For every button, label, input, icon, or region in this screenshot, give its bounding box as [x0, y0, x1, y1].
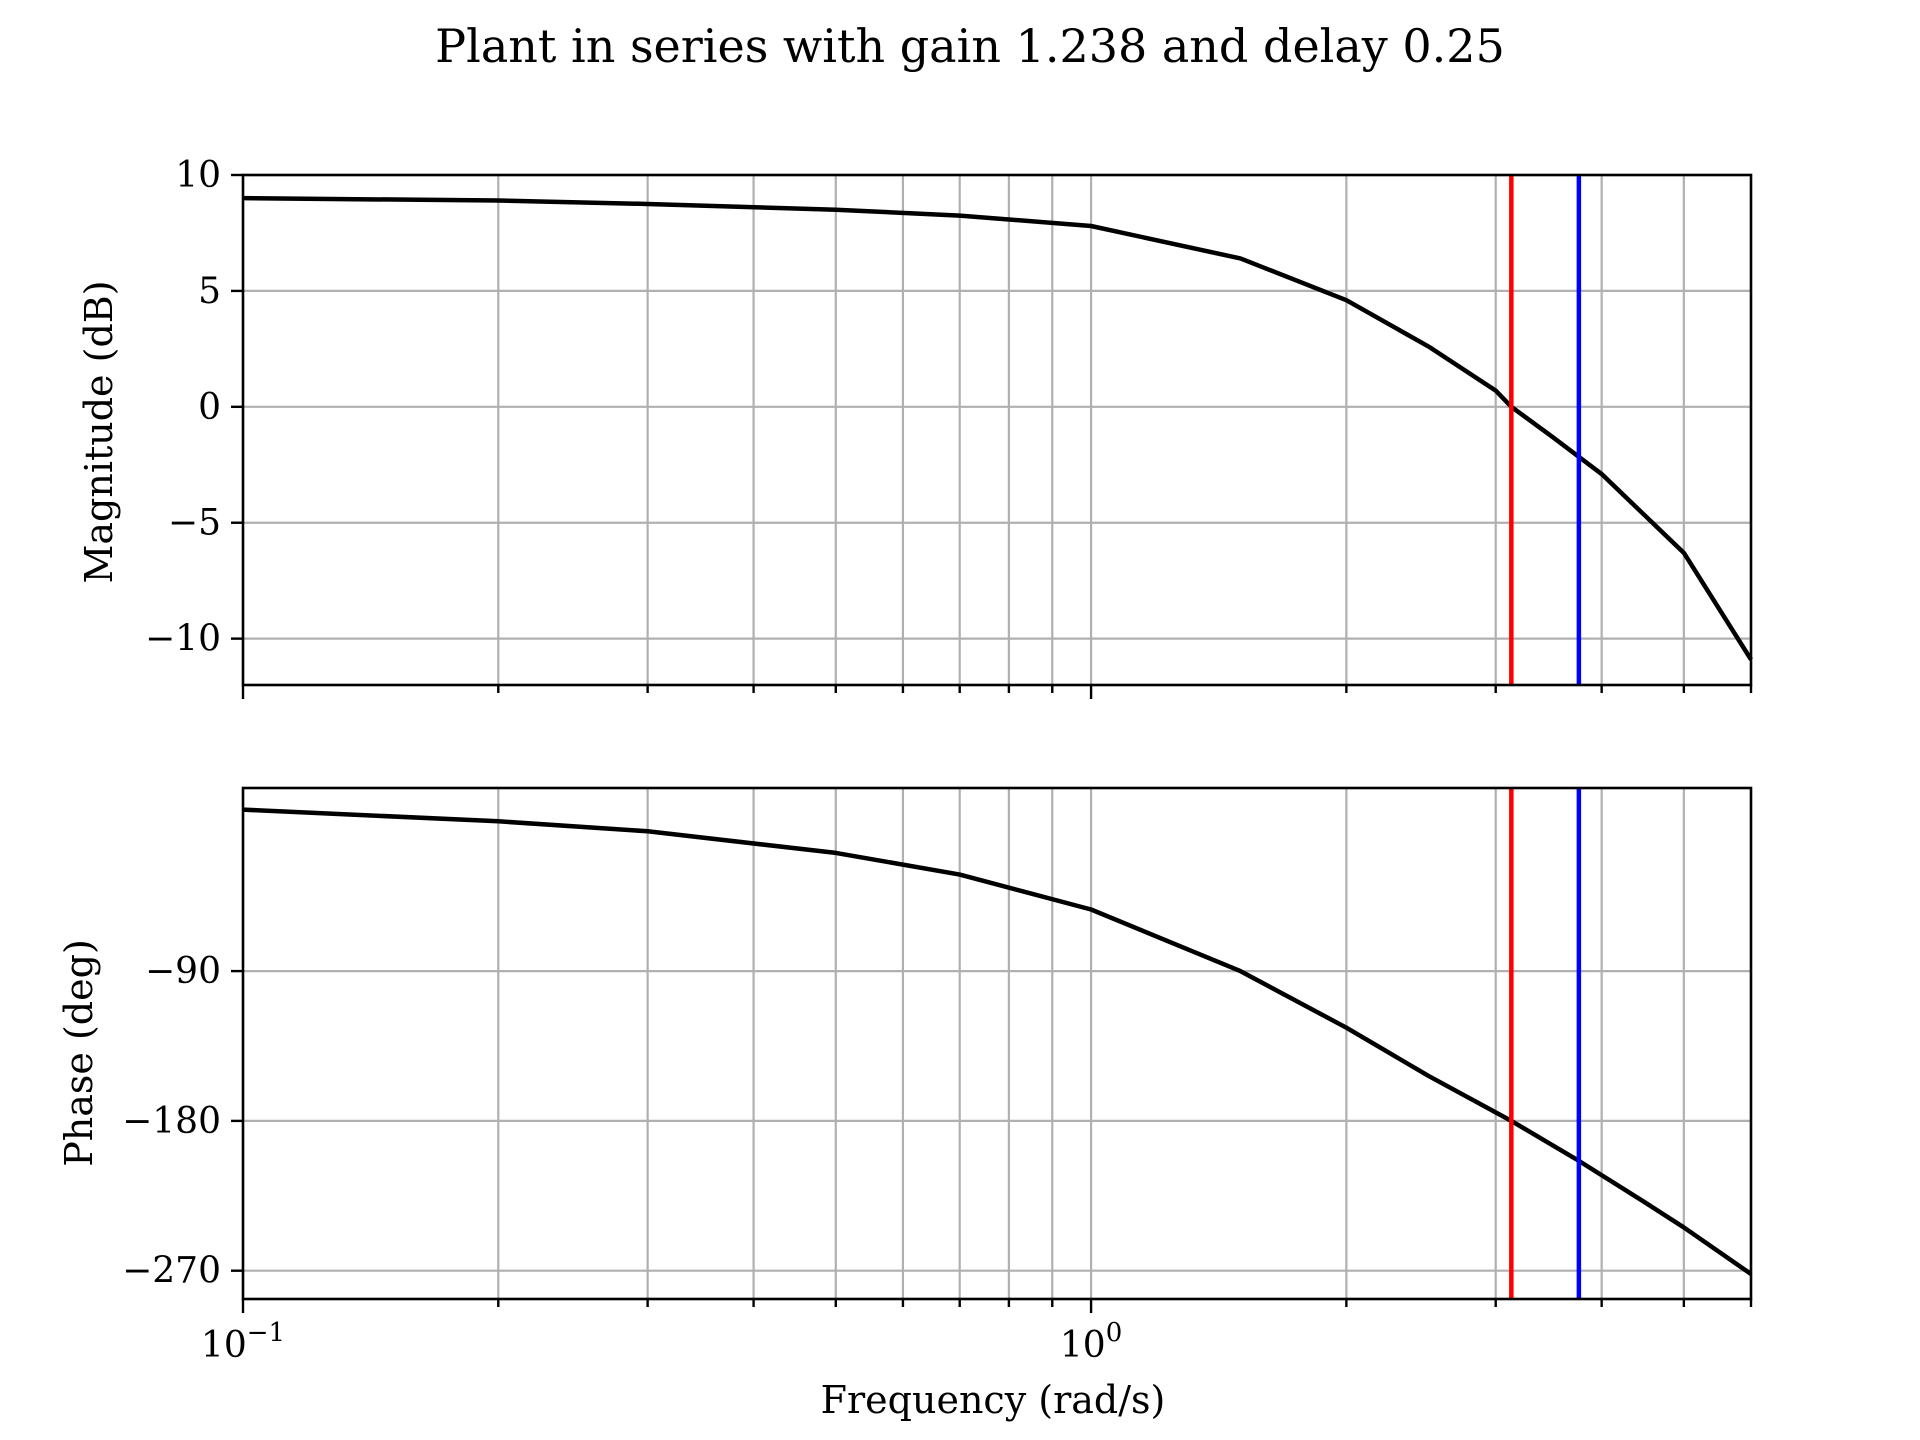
phase-panel: −90 −180 −270 10−1 100	[122, 786, 1753, 1366]
y-tick-label: −90	[145, 951, 221, 992]
y-tick-label: 5	[198, 271, 221, 312]
y-tick-label: 10	[175, 155, 221, 196]
y-tick-label: −5	[168, 503, 221, 544]
y-tick-label: 0	[198, 387, 221, 428]
series-line	[242, 195, 1753, 661]
x-axis-label: Frequency (rad/s)	[821, 1378, 1166, 1422]
magnitude-panel: 10 5 0 −5 −10	[145, 155, 1753, 699]
y-tick-label: −10	[145, 619, 221, 660]
y-tick-label: −270	[122, 1251, 221, 1292]
y-tick-label: −180	[122, 1101, 221, 1142]
x-tick-label: 10−1	[201, 1318, 285, 1366]
x-tick-label: 100	[1060, 1318, 1122, 1366]
axes-frame	[241, 786, 1753, 1301]
series-line	[242, 807, 1753, 1276]
chart-title: Plant in series with gain 1.238 and dela…	[435, 19, 1505, 73]
phase-axis-label: Phase (deg)	[57, 939, 101, 1167]
axes-frame	[241, 173, 1753, 687]
magnitude-axis-label: Magnitude (dB)	[77, 280, 121, 583]
